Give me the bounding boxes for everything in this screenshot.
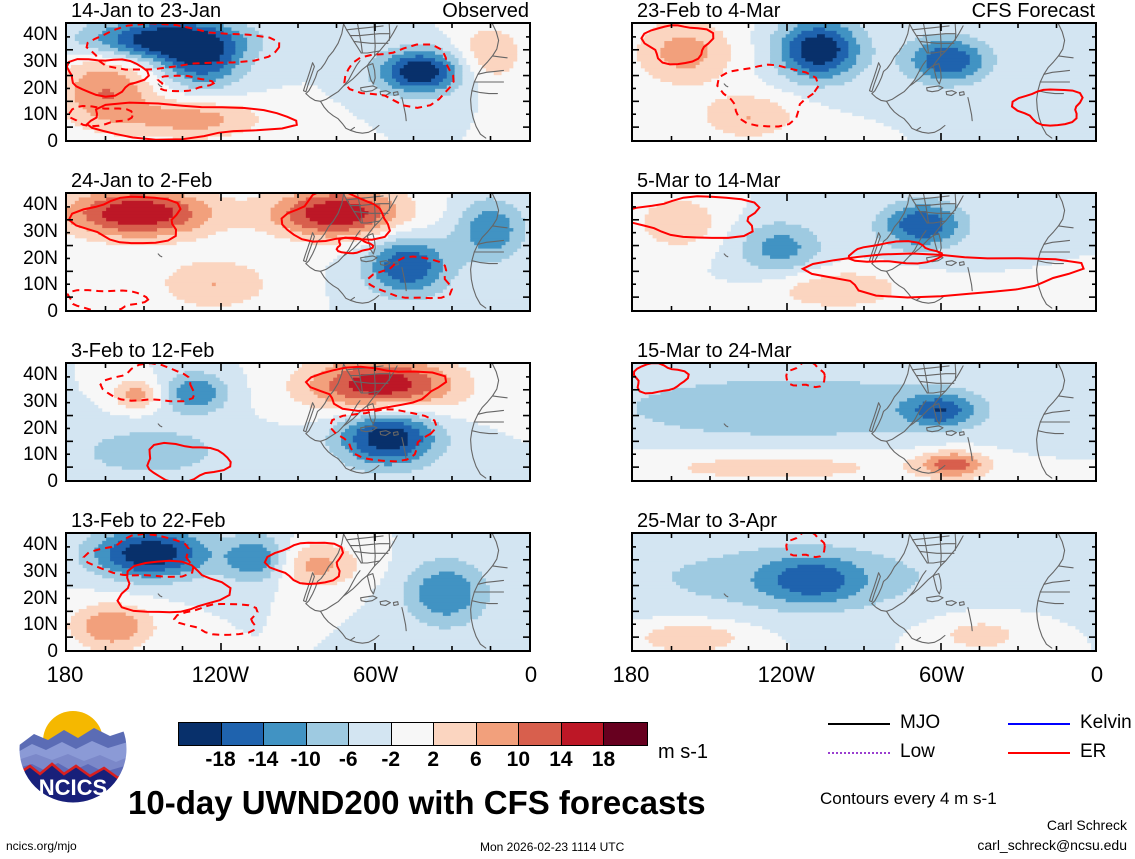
colorbar-tick-label: -14 <box>247 748 279 771</box>
legend-line-er <box>1008 752 1070 754</box>
map-panel <box>631 532 1097 652</box>
colorbar-tick-label: 2 <box>427 748 440 771</box>
map-panel <box>65 362 531 482</box>
legend-line-mjo <box>828 723 890 725</box>
colorbar <box>178 722 648 746</box>
author-email: carl_schreck@ncsu.edu <box>977 837 1127 853</box>
y-axis-label: 20N <box>23 77 58 99</box>
panel-title: 3-Feb to 12-Feb <box>71 340 215 362</box>
colorbar-swatch <box>179 723 222 745</box>
y-axis-label: 10N <box>23 274 58 296</box>
y-axis-label: 30N <box>23 221 58 242</box>
map-panel <box>65 22 531 142</box>
y-axis-label: 0 <box>47 471 58 492</box>
colorbar-tick-label: 6 <box>469 748 482 771</box>
y-axis-label: 40N <box>23 364 58 386</box>
y-axis-label: 40N <box>23 194 58 216</box>
y-axis-label: 30N <box>23 51 58 72</box>
colorbar-swatch <box>561 723 605 745</box>
colorbar-swatch <box>434 723 477 745</box>
y-axis-label: 10N <box>23 444 58 466</box>
panel-title: 24-Jan to 2-Feb <box>71 170 213 192</box>
colorbar-tick-label: -2 <box>381 748 401 771</box>
colorbar-tick-label: 10 <box>506 748 531 771</box>
y-axis-label: 0 <box>47 301 58 322</box>
colorbar-tick-label: 18 <box>591 748 616 771</box>
colorbar-tick-label: -10 <box>290 748 321 771</box>
x-axis-label: 0 <box>524 662 538 687</box>
column-header-forecast: CFS Forecast <box>971 0 1095 22</box>
panel-title: 5-Mar to 14-Mar <box>637 170 781 192</box>
colorbar-swatch <box>476 723 520 745</box>
map-panel <box>65 192 531 312</box>
colorbar-tick-label: -18 <box>205 748 236 771</box>
site-link[interactable]: ncics.org/mjo <box>6 839 77 853</box>
panel-title: 13-Feb to 22-Feb <box>71 510 226 532</box>
legend-label: MJO <box>900 712 941 733</box>
x-axis-label: 120W <box>757 662 816 687</box>
y-axis-label: 20N <box>23 587 58 609</box>
figure-title: 10-day UWND200 with CFS forecasts <box>128 784 706 821</box>
y-axis-label: 0 <box>47 131 58 152</box>
y-axis-label: 10N <box>23 614 58 636</box>
legend-label: Low <box>900 741 935 762</box>
logo-text: NCICS <box>39 775 107 800</box>
y-axis-label: 20N <box>23 247 58 269</box>
y-axis-label: 20N <box>23 417 58 439</box>
y-axis-label: 40N <box>23 24 58 46</box>
contour-note: Contours every 4 m s-1 <box>820 789 997 808</box>
panel-title: 14-Jan to 23-Jan <box>71 0 222 22</box>
colorbar-tick-label: -6 <box>338 748 358 771</box>
map-panel <box>631 192 1097 312</box>
map-panel <box>631 22 1097 142</box>
colorbar-swatch <box>604 723 647 745</box>
x-axis-label: 0 <box>1090 662 1104 687</box>
colorbar-swatch <box>264 723 307 745</box>
colorbar-tick-label: 14 <box>549 748 573 771</box>
y-axis-label: 40N <box>23 534 58 556</box>
legend-line-low <box>828 752 890 754</box>
x-axis-label: 180 <box>46 662 84 687</box>
column-header-observed: Observed <box>442 0 529 22</box>
y-axis-label: 30N <box>23 391 58 412</box>
colorbar-swatch <box>221 723 265 745</box>
colorbar-swatch <box>306 723 350 745</box>
author-name: Carl Schreck <box>1046 817 1127 833</box>
legend-line-kelvin-x2 <box>1008 723 1070 725</box>
units-label: m s-1 <box>658 741 708 763</box>
map-panel <box>631 362 1097 482</box>
colorbar-swatch <box>349 723 392 745</box>
x-axis-label: 60W <box>919 662 965 687</box>
y-axis-label: 30N <box>23 561 58 582</box>
colorbar-swatch <box>391 723 435 745</box>
panel-title: 15-Mar to 24-Mar <box>637 340 792 362</box>
colorbar-swatch <box>519 723 562 745</box>
panel-title: 25-Mar to 3-Apr <box>637 510 778 532</box>
x-axis-label: 120W <box>191 662 250 687</box>
y-axis-label: 0 <box>47 641 58 662</box>
ncics-logo: NCICS <box>18 694 128 804</box>
map-panel <box>65 532 531 652</box>
panel-title: 23-Feb to 4-Mar <box>637 0 781 22</box>
legend-label: Kelvin x2 <box>1080 712 1135 733</box>
timestamp: Mon 2026-02-23 1114 UTC <box>480 840 625 854</box>
x-axis-label: 60W <box>353 662 399 687</box>
y-axis-label: 10N <box>23 104 58 126</box>
x-axis-label: 180 <box>612 662 650 687</box>
legend-label: ER <box>1080 741 1107 762</box>
